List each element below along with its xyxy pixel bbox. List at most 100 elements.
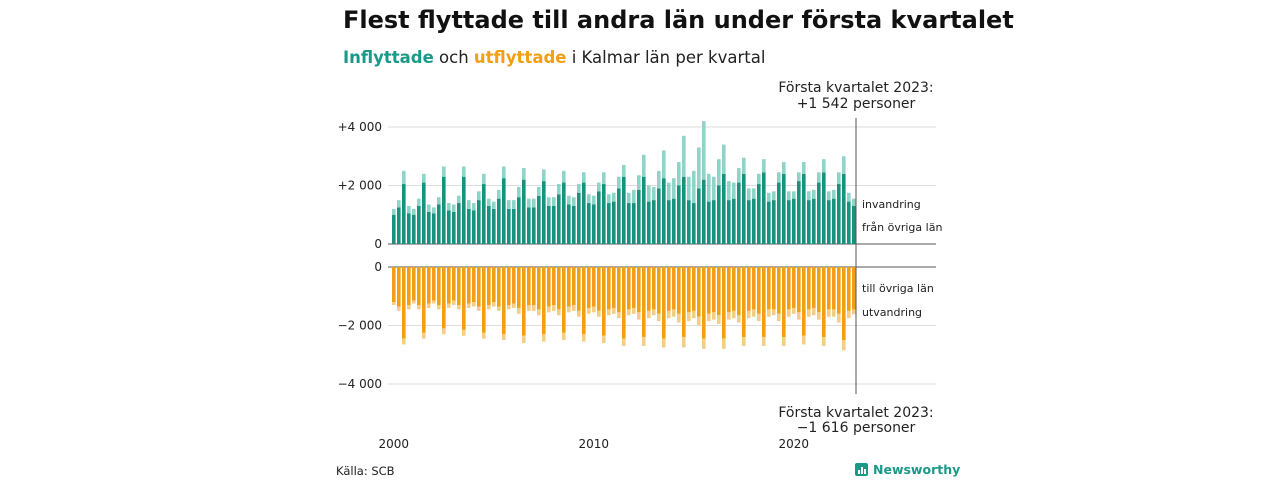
bar-out-domestic xyxy=(742,267,746,338)
bar-in-immigration xyxy=(777,172,781,183)
bar-out-emigration xyxy=(727,312,731,320)
bar-out-emigration xyxy=(482,332,486,339)
bar-in-domestic xyxy=(852,205,856,244)
bar-in-domestic xyxy=(447,210,451,244)
bar-out-domestic xyxy=(497,267,501,307)
bar-out-emigration xyxy=(702,338,706,349)
bar-out-emigration xyxy=(847,310,851,319)
bar-out-domestic xyxy=(442,267,446,329)
bar-out-domestic xyxy=(482,267,486,333)
bar-out-domestic xyxy=(402,267,406,339)
bar-in-immigration xyxy=(812,189,816,199)
bar-in-immigration xyxy=(442,166,446,177)
bar-out-domestic xyxy=(847,267,851,311)
bar-out-domestic xyxy=(612,267,616,308)
bar-in-immigration xyxy=(557,184,561,195)
bar-out-emigration xyxy=(697,316,701,326)
bar-in-domestic xyxy=(772,200,776,244)
bar-out-emigration xyxy=(437,305,441,310)
bar-in-immigration xyxy=(677,162,681,186)
bar-out-domestic xyxy=(772,267,776,310)
bar-in-immigration xyxy=(762,159,766,173)
bar-out-domestic xyxy=(657,267,661,314)
bar-in-domestic xyxy=(832,198,836,244)
bar-out-domestic xyxy=(792,267,796,308)
bar-in-domestic xyxy=(787,200,791,244)
bar-in-immigration xyxy=(592,195,596,205)
y-tick-label-top: +2 000 xyxy=(338,179,382,193)
bar-out-domestic xyxy=(642,267,646,338)
bar-out-emigration xyxy=(557,309,561,316)
bar-out-emigration xyxy=(762,337,766,346)
bar-in-immigration xyxy=(687,176,691,201)
bar-out-domestic xyxy=(707,267,711,314)
bar-out-domestic xyxy=(842,267,846,341)
bar-out-domestic xyxy=(502,267,506,335)
bar-out-emigration xyxy=(752,309,756,317)
bar-out-emigration xyxy=(802,335,806,345)
bar-out-emigration xyxy=(817,312,821,320)
bar-in-immigration xyxy=(587,194,591,204)
bar-out-emigration xyxy=(707,313,711,322)
bar-out-domestic xyxy=(737,267,741,316)
bar-out-emigration xyxy=(442,328,446,335)
bar-in-immigration xyxy=(717,159,721,186)
bar-in-immigration xyxy=(807,191,811,201)
legend-emigration: utvandring xyxy=(862,306,922,319)
bar-out-emigration xyxy=(547,306,551,313)
bar-out-emigration xyxy=(597,310,601,317)
bar-in-domestic xyxy=(667,200,671,244)
bar-in-immigration xyxy=(722,144,726,174)
chart-title: Flest flyttade till andra län under förs… xyxy=(343,6,1014,34)
bar-in-immigration xyxy=(422,173,426,183)
bar-in-immigration xyxy=(792,191,796,199)
bar-out-emigration xyxy=(422,332,426,339)
bar-out-emigration xyxy=(617,312,621,319)
bar-in-domestic xyxy=(577,192,581,244)
bar-out-domestic xyxy=(622,267,626,339)
bar-in-immigration xyxy=(492,201,496,209)
bar-in-domestic xyxy=(742,173,746,244)
bar-in-domestic xyxy=(837,184,841,244)
bar-in-immigration xyxy=(832,189,836,199)
bar-in-domestic xyxy=(602,184,606,244)
bar-out-emigration xyxy=(812,307,816,316)
newsworthy-logo: Newsworthy xyxy=(855,462,960,477)
bar-in-domestic xyxy=(627,203,631,244)
bar-out-domestic xyxy=(477,267,481,307)
bar-out-emigration xyxy=(732,310,736,319)
bar-in-immigration xyxy=(537,186,541,196)
bar-out-domestic xyxy=(677,267,681,314)
bar-in-domestic xyxy=(532,207,536,244)
bar-out-emigration xyxy=(572,305,576,311)
bar-out-emigration xyxy=(562,332,566,341)
bar-out-emigration xyxy=(667,310,671,319)
bar-out-emigration xyxy=(767,309,771,317)
bar-out-domestic xyxy=(757,267,761,314)
bar-in-immigration xyxy=(457,195,461,204)
bar-out-emigration xyxy=(477,306,481,311)
bar-in-domestic xyxy=(677,185,681,244)
bar-in-immigration xyxy=(682,135,686,177)
annotation-bottom-line1: Första kvartalet 2023: xyxy=(778,405,933,421)
bar-in-domestic xyxy=(782,173,786,244)
bar-in-domestic xyxy=(497,198,501,244)
x-tick-label: 2010 xyxy=(579,437,610,451)
bar-out-domestic xyxy=(817,267,821,313)
bar-in-immigration xyxy=(562,170,566,183)
bar-out-emigration xyxy=(737,315,741,323)
bar-out-emigration xyxy=(747,310,751,319)
bar-out-domestic xyxy=(662,267,666,339)
bar-in-domestic xyxy=(827,200,831,244)
y-axis-ticks: +4 000 +2 000 0 0 −2 000 −4 000 xyxy=(338,120,382,391)
y-tick-label-top: +4 000 xyxy=(338,120,382,134)
y-tick-label-bottom: 0 xyxy=(374,260,382,274)
bar-out-emigration xyxy=(627,309,631,316)
bar-out-domestic xyxy=(467,267,471,304)
bar-out-emigration xyxy=(407,305,411,310)
bar-out-emigration xyxy=(432,300,436,304)
bar-in-domestic xyxy=(432,213,436,244)
bar-out-emigration xyxy=(657,313,661,322)
bar-in-domestic xyxy=(697,188,701,244)
bar-out-emigration xyxy=(397,306,401,311)
